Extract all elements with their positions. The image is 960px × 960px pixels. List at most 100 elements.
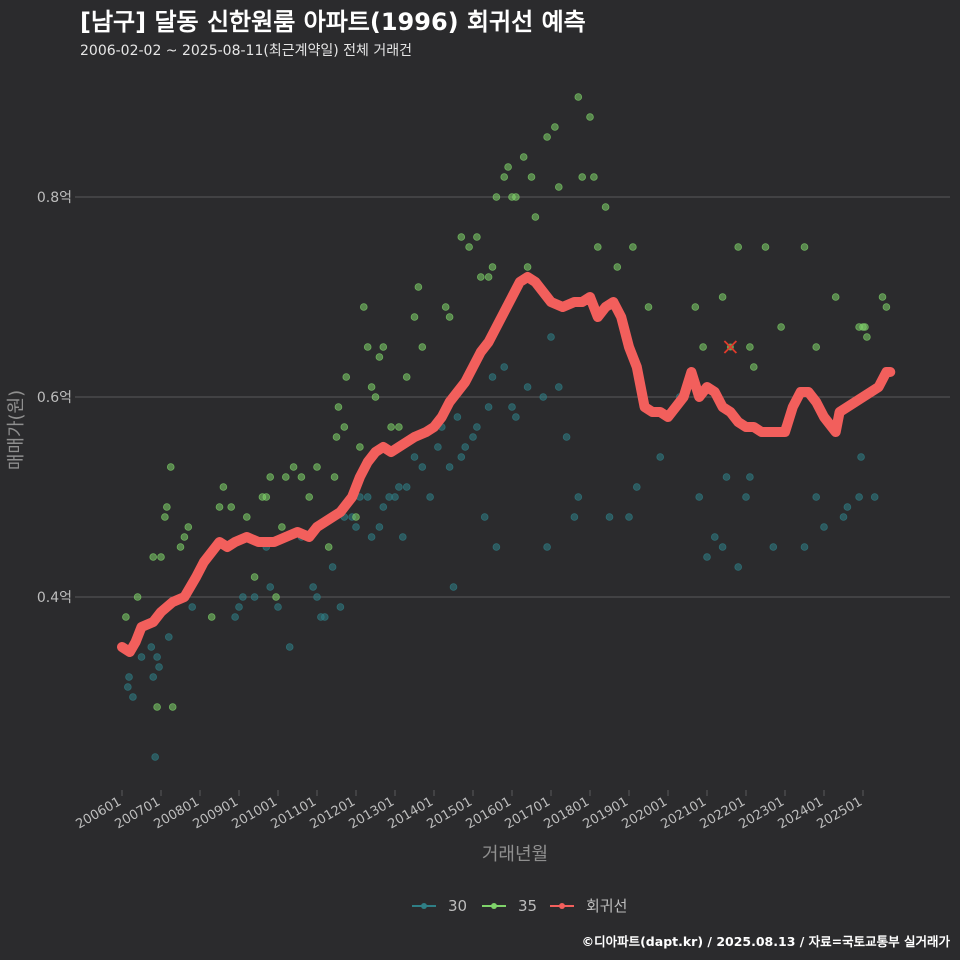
y-tick-label: 0.4억	[37, 590, 72, 606]
data-point	[402, 483, 411, 491]
data-point	[387, 423, 395, 431]
data-point	[543, 133, 551, 141]
data-point	[243, 513, 251, 521]
data-point	[352, 523, 360, 531]
data-point	[309, 583, 317, 591]
data-point	[718, 293, 727, 301]
data-point	[656, 453, 664, 461]
data-point	[320, 613, 329, 621]
data-point	[601, 203, 610, 211]
data-point	[488, 263, 497, 271]
data-point	[484, 403, 493, 411]
data-point	[125, 673, 133, 681]
data-point	[375, 353, 384, 361]
data-point	[155, 663, 163, 671]
data-point	[418, 343, 427, 351]
data-point	[593, 243, 602, 251]
data-point	[149, 673, 158, 681]
data-point	[734, 563, 742, 571]
data-point	[418, 463, 427, 471]
data-point	[395, 483, 403, 491]
data-point	[122, 613, 130, 621]
data-point	[371, 393, 380, 401]
data-point	[352, 513, 360, 521]
data-point	[266, 473, 275, 481]
data-point	[500, 363, 509, 371]
data-point	[527, 173, 536, 181]
data-point	[543, 543, 551, 551]
data-point	[124, 683, 132, 691]
data-point	[289, 463, 298, 471]
data-point	[769, 543, 778, 551]
data-point	[215, 503, 224, 511]
data-point	[703, 553, 711, 561]
y-tick-label: 0.8억	[37, 190, 72, 206]
data-point	[441, 303, 450, 311]
data-point	[153, 703, 161, 711]
data-point	[812, 343, 820, 351]
data-point	[523, 383, 532, 391]
data-point	[449, 583, 458, 591]
data-point	[586, 113, 594, 121]
data-point	[691, 303, 700, 311]
data-point	[153, 653, 161, 661]
legend-marker	[421, 903, 427, 909]
data-point	[857, 453, 865, 461]
data-point	[800, 543, 809, 551]
data-point	[359, 303, 368, 311]
data-point	[272, 593, 280, 601]
data-point	[332, 433, 341, 441]
data-point	[861, 323, 869, 331]
data-point	[379, 503, 388, 511]
data-point	[168, 703, 177, 711]
data-point	[239, 593, 247, 601]
data-point	[262, 493, 271, 501]
data-point	[157, 553, 165, 561]
data-point	[492, 193, 501, 201]
data-point	[473, 233, 481, 241]
legend-marker	[559, 903, 565, 909]
data-point	[250, 573, 259, 581]
data-point	[231, 613, 239, 621]
data-point	[504, 163, 512, 171]
data-point	[473, 423, 481, 431]
chart-subtitle: 2006-02-02 ~ 2025-08-11(최근계약일) 전체 거래건	[80, 43, 412, 59]
x-axis-title: 거래년월	[482, 844, 548, 865]
data-point	[137, 653, 146, 661]
data-point	[457, 233, 466, 241]
data-point	[285, 643, 294, 651]
regression-line	[117, 272, 896, 657]
data-point	[281, 473, 290, 481]
data-point	[547, 333, 555, 341]
series-30	[124, 333, 879, 761]
legend-label: 30	[448, 897, 467, 915]
data-point	[363, 343, 372, 351]
data-point	[313, 593, 321, 601]
data-point	[398, 533, 407, 541]
data-point	[227, 503, 236, 511]
data-point	[480, 513, 489, 521]
data-point	[180, 533, 189, 541]
data-point	[718, 543, 727, 551]
data-point	[554, 183, 563, 191]
data-point	[800, 243, 809, 251]
data-point	[551, 123, 559, 131]
outlier-x-mark	[723, 340, 738, 354]
data-point	[305, 493, 314, 501]
legend: 30 35 회귀선	[412, 897, 627, 915]
data-point	[445, 313, 454, 321]
data-point	[129, 693, 137, 701]
data-point	[644, 303, 653, 311]
data-point	[531, 213, 540, 221]
data-point	[574, 93, 583, 101]
series-35	[122, 93, 891, 711]
y-axis-title: 매매가(원)	[6, 390, 27, 470]
data-point	[342, 373, 351, 381]
data-point	[476, 273, 485, 281]
data-point	[699, 343, 707, 351]
data-point	[274, 603, 282, 611]
data-point	[488, 373, 497, 381]
legend-label: 35	[518, 897, 537, 915]
data-point	[519, 153, 528, 161]
